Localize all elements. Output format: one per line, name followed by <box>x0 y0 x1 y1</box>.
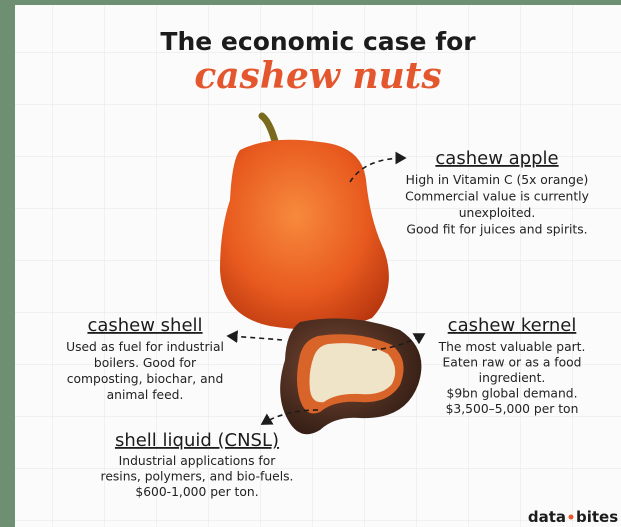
label-line: Commercial value is currently <box>405 190 589 204</box>
label-title: shell liquid (CNSL) <box>115 430 279 451</box>
arrow <box>349 151 407 183</box>
label-line: Eaten raw or as a food <box>443 356 582 370</box>
label-line: $3,500–5,000 per ton <box>446 402 579 416</box>
label-title: cashew shell <box>87 315 202 336</box>
label-line: The most valuable part. <box>438 340 586 354</box>
label-title: cashew apple <box>435 148 558 169</box>
label-line: Industrial applications for <box>119 454 277 468</box>
label-line: resins, polymers, and bio-fuels. <box>101 470 294 484</box>
label-line: $9bn global demand. <box>447 387 578 401</box>
title: The economic case for <box>160 27 476 56</box>
label-title: cashew kernel <box>448 315 577 336</box>
label-line: Good fit for juices and spirits. <box>406 223 587 237</box>
kernel <box>309 343 396 403</box>
brand-left: data <box>528 508 566 526</box>
label-line: Used as fuel for industrial <box>66 340 224 354</box>
arrow <box>226 330 283 343</box>
cashew-apple <box>220 139 389 330</box>
brand-right: bites <box>576 508 618 526</box>
label-line: $600-1,000 per ton. <box>135 485 258 499</box>
label-line: composting, biochar, and <box>67 372 224 386</box>
label-line: animal feed. <box>107 388 184 402</box>
title-highlight: cashew nuts <box>194 55 441 97</box>
arrow <box>260 409 319 425</box>
label-line: unexploited. <box>459 206 535 220</box>
label-line: boilers. Good for <box>94 356 197 370</box>
brand-dot <box>568 514 574 520</box>
arrow <box>371 333 426 351</box>
label-line: ingredient. <box>479 371 546 385</box>
label-line: High in Vitamin C (5x orange) <box>406 173 589 187</box>
